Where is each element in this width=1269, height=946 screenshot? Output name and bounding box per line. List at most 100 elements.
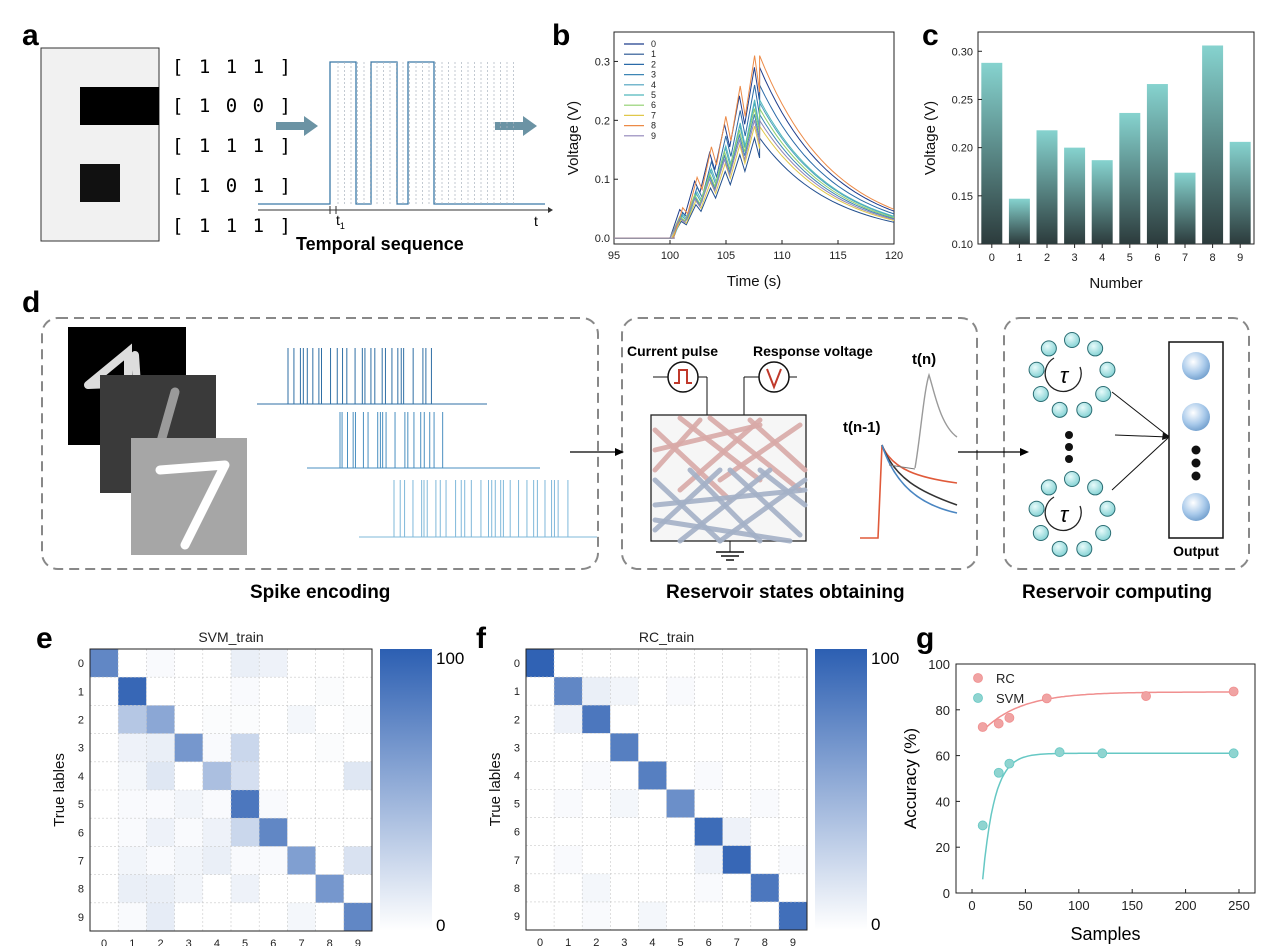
series-line [614, 67, 895, 239]
heat-cell [638, 845, 667, 874]
output-label: Output [1173, 543, 1219, 559]
heat-cell [750, 705, 779, 734]
x-tick-label: 4 [214, 938, 220, 946]
heat-cell [582, 845, 611, 874]
heat-cell [554, 677, 583, 706]
spike-encoding-caption: Spike encoding [250, 582, 390, 603]
heat-cell [722, 873, 751, 902]
x-tick-label: 7 [298, 938, 304, 946]
loop-arrow-icon [1044, 357, 1082, 393]
y-tick-label: 8 [514, 883, 520, 895]
heat-cell [610, 901, 639, 930]
bar [1174, 172, 1196, 244]
heat-cell [694, 817, 723, 846]
bar [1064, 147, 1086, 244]
heat-cell [778, 817, 807, 846]
heat-cell [259, 733, 288, 762]
pixel-block-bottom [80, 164, 120, 202]
reservoir-node [1032, 386, 1049, 402]
panel-f-label: f [476, 622, 487, 655]
x-tick-label: 1 [565, 937, 571, 946]
heat-cell [610, 845, 639, 874]
spike-encoding-box [41, 317, 599, 570]
heat-cell [287, 649, 316, 678]
heat-cell [146, 677, 175, 706]
panel-a: a [ 1 1 1 ] [ 1 0 0 ] [ 1 1 1 ] [ 1 0 1 … [22, 19, 553, 254]
heat-cell [231, 649, 260, 678]
y-tick-label: 9 [514, 911, 520, 923]
plot-frame [955, 663, 1256, 894]
row-vector: [ 1 0 1 ] [172, 175, 293, 197]
data-point [1054, 747, 1065, 758]
reservoir-node [1040, 340, 1057, 357]
ellipsis-dot [1065, 443, 1073, 451]
heat-cell [666, 705, 695, 734]
x-tick-label: 7 [734, 937, 740, 946]
panel-g-label: g [916, 622, 934, 655]
heat-cell [231, 733, 260, 762]
heat-cell [202, 733, 231, 762]
nanowire [677, 467, 773, 544]
reservoir-node [1064, 332, 1080, 348]
heat-cell [146, 705, 175, 734]
series-line [614, 118, 895, 239]
colorbar-max-label: 100 [871, 649, 899, 668]
heat-cell [259, 790, 288, 819]
heat-cell [174, 874, 203, 903]
y-tick-label: 0.1 [595, 174, 610, 186]
nanowire [747, 417, 808, 473]
heat-cell [666, 901, 695, 930]
heat-cell [174, 649, 203, 678]
reservoir-node [1087, 340, 1104, 357]
reservoir-node [1099, 500, 1116, 517]
heat-cell [202, 818, 231, 847]
x-tick-label: 1 [1016, 252, 1022, 264]
heat-cell [694, 705, 723, 734]
x-tick-label: 0 [968, 898, 975, 913]
row-vector: [ 1 1 1 ] [172, 215, 293, 237]
heat-cell [582, 733, 611, 762]
ellipsis-dot [1191, 458, 1201, 468]
y-tick-label: 0.30 [952, 46, 973, 58]
connection-line [1111, 391, 1169, 437]
heat-cell [118, 846, 147, 875]
heat-cell [231, 677, 260, 706]
x-tick-label: 5 [677, 937, 683, 946]
heat-cell [666, 789, 695, 818]
heat-cell [750, 789, 779, 818]
heat-cell [722, 901, 751, 930]
legend-label: 7 [651, 110, 656, 120]
y-tick-label: 0 [943, 886, 950, 901]
pixel-grid [40, 47, 160, 242]
heat-cell [231, 902, 260, 931]
heat-cell [610, 705, 639, 734]
heat-cell [146, 790, 175, 819]
y-axis-label: True lables [487, 753, 504, 827]
pixel-block-top [80, 87, 159, 125]
heat-cell [90, 733, 119, 762]
spike-trains [257, 348, 597, 538]
heat-cell [202, 846, 231, 875]
heat-cell [582, 789, 611, 818]
heat-cell [343, 846, 372, 875]
colorbar [815, 649, 867, 930]
x-tick-label: 110 [773, 250, 791, 262]
ellipsis-dot [1065, 455, 1073, 463]
heat-cell [610, 789, 639, 818]
y-tick-label: 80 [936, 703, 950, 718]
heat-cell [287, 818, 316, 847]
heat-cell [259, 705, 288, 734]
heat-cell [287, 705, 316, 734]
x-tick-label: 9 [790, 937, 796, 946]
heat-cell [343, 761, 372, 790]
tn1-label: t(n-1) [843, 419, 881, 436]
heat-cell [666, 761, 695, 790]
legend-marker [973, 673, 983, 683]
data-point [1141, 691, 1151, 701]
heat-cell [315, 846, 344, 875]
bar [1146, 84, 1168, 244]
heat-cell [90, 705, 119, 734]
heat-cell [750, 845, 779, 874]
heat-cell [315, 733, 344, 762]
